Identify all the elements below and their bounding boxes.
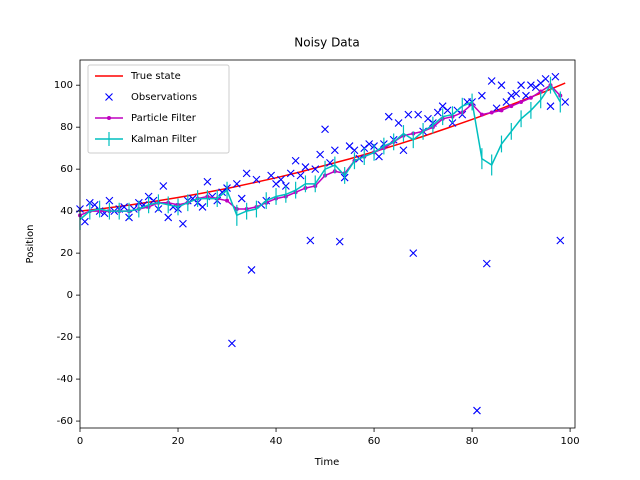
marker-dot — [225, 198, 230, 203]
marker-x — [448, 119, 457, 127]
marker-x — [556, 236, 565, 245]
legend-label: True state — [130, 71, 181, 82]
marker-x — [546, 102, 555, 111]
marker-x — [458, 110, 467, 119]
legend-label: Particle Filter — [131, 113, 197, 124]
marker-x — [242, 169, 251, 178]
x-tick-label: 60 — [368, 436, 381, 447]
marker-x — [105, 93, 113, 101]
marker-x — [237, 194, 246, 203]
marker-x — [522, 91, 530, 100]
x-tick-label: 40 — [270, 436, 283, 447]
marker-x — [321, 125, 329, 134]
marker-dot — [479, 112, 484, 117]
marker-x — [90, 200, 99, 209]
axes-frame — [79, 59, 576, 429]
marker-x — [316, 150, 325, 159]
y-axis-label: Position — [25, 225, 36, 264]
x-tick-label: 0 — [77, 436, 83, 447]
marker-x — [247, 266, 256, 274]
marker-x — [335, 237, 344, 246]
marker-x — [330, 146, 339, 155]
y-tick-label: 60 — [60, 164, 73, 175]
legend: True state Observations Particle Filter Kal… — [87, 64, 230, 154]
marker-x — [179, 219, 187, 228]
marker-x — [164, 213, 173, 222]
marker-x — [443, 106, 452, 115]
marker-x — [277, 175, 285, 184]
marker-x — [311, 165, 320, 174]
marker-x — [414, 110, 423, 119]
marker-x — [306, 236, 315, 245]
marker-x — [326, 158, 334, 167]
marker-x — [433, 108, 442, 117]
marker-x — [291, 156, 300, 165]
series-line — [79, 83, 561, 221]
marker-x — [482, 259, 491, 268]
marker-x — [561, 98, 570, 106]
marker-x — [404, 110, 413, 119]
marker-x — [203, 177, 212, 186]
marker-x — [159, 182, 168, 190]
y-tick-label: 80 — [60, 122, 73, 133]
marker-x — [541, 75, 550, 83]
x-tick-label: 80 — [466, 436, 479, 447]
marker-dot — [528, 95, 533, 100]
y-tick-label: -60 — [57, 416, 73, 427]
marker-x — [517, 81, 525, 90]
marker-x — [527, 81, 535, 90]
marker-x — [105, 196, 114, 205]
marker-x — [350, 146, 359, 155]
y-tick-label: 20 — [60, 248, 73, 259]
marker-x — [198, 203, 207, 211]
x-tick-label: 20 — [172, 436, 185, 447]
marker-x — [120, 203, 128, 211]
y-tick-label: 0 — [67, 290, 73, 301]
marker-x — [252, 175, 261, 184]
marker-x — [267, 171, 276, 180]
legend-label: Kalman Filter — [131, 134, 197, 145]
marker-x — [365, 140, 374, 148]
legend-dot — [107, 116, 111, 120]
y-tick-label: -20 — [57, 332, 73, 343]
marker-dot — [499, 108, 504, 113]
marker-x — [394, 119, 403, 127]
marker-dot — [519, 99, 524, 104]
x-tick-label: 100 — [561, 436, 580, 447]
marker-x — [384, 112, 393, 121]
chart-title: Noisy Data — [294, 36, 359, 50]
y-tick-label: 40 — [60, 206, 73, 217]
marker-x — [286, 169, 295, 178]
marker-x — [497, 81, 506, 90]
marker-x — [399, 146, 408, 155]
marker-x — [502, 98, 511, 106]
marker-x — [130, 205, 138, 213]
marker-x — [512, 89, 521, 98]
legend-label: Observations — [131, 92, 197, 103]
marker-dot — [509, 104, 514, 109]
y-tick-label: -40 — [57, 374, 73, 385]
plot-area — [76, 72, 570, 415]
marker-x — [551, 72, 560, 81]
marker-x — [507, 91, 516, 100]
marker-x — [301, 163, 310, 171]
marker-x — [473, 406, 481, 415]
y-tick-label: 100 — [54, 80, 73, 91]
marker-x — [477, 91, 486, 100]
marker-x — [81, 217, 89, 226]
legend-box — [87, 64, 230, 154]
marker-x — [228, 339, 236, 348]
marker-x — [296, 171, 305, 180]
marker-x — [232, 179, 241, 188]
marker-x — [409, 249, 418, 258]
marker-x — [375, 152, 383, 161]
x-axis-label: Time — [314, 457, 339, 468]
marker-x — [487, 77, 496, 85]
marker-dot — [489, 110, 494, 115]
